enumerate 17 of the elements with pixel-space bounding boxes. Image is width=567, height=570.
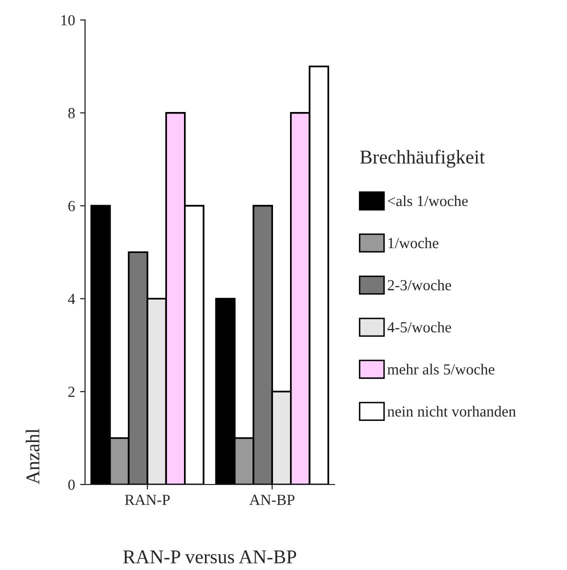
y-tick-label: 6 [68, 200, 75, 212]
y-tick-label: 10 [61, 15, 75, 26]
y-axis-title: Anzahl [26, 428, 40, 484]
legend-label: 4-5/woche [387, 322, 452, 332]
y-tick-label: 0 [68, 480, 75, 490]
legend-label: mehr als 5/woche [387, 364, 494, 375]
legend-label: 2-3/woche [388, 280, 452, 290]
x-tick-label: AN-BP [249, 494, 294, 505]
legend-label: 1/woche [388, 238, 438, 248]
legend-title: Brechhäufigkeit [360, 150, 485, 168]
legend-label: nein nicht vorhanden [387, 406, 516, 417]
y-tick-label: 4 [68, 294, 76, 304]
x-tick-label: RAN-P [124, 494, 170, 505]
x-axis-title: RAN-P versus AN-BP [123, 550, 296, 564]
legend-label: <als 1/woche [388, 195, 468, 206]
y-tick-label: 8 [68, 108, 75, 118]
y-tick-label: 2 [68, 386, 74, 397]
